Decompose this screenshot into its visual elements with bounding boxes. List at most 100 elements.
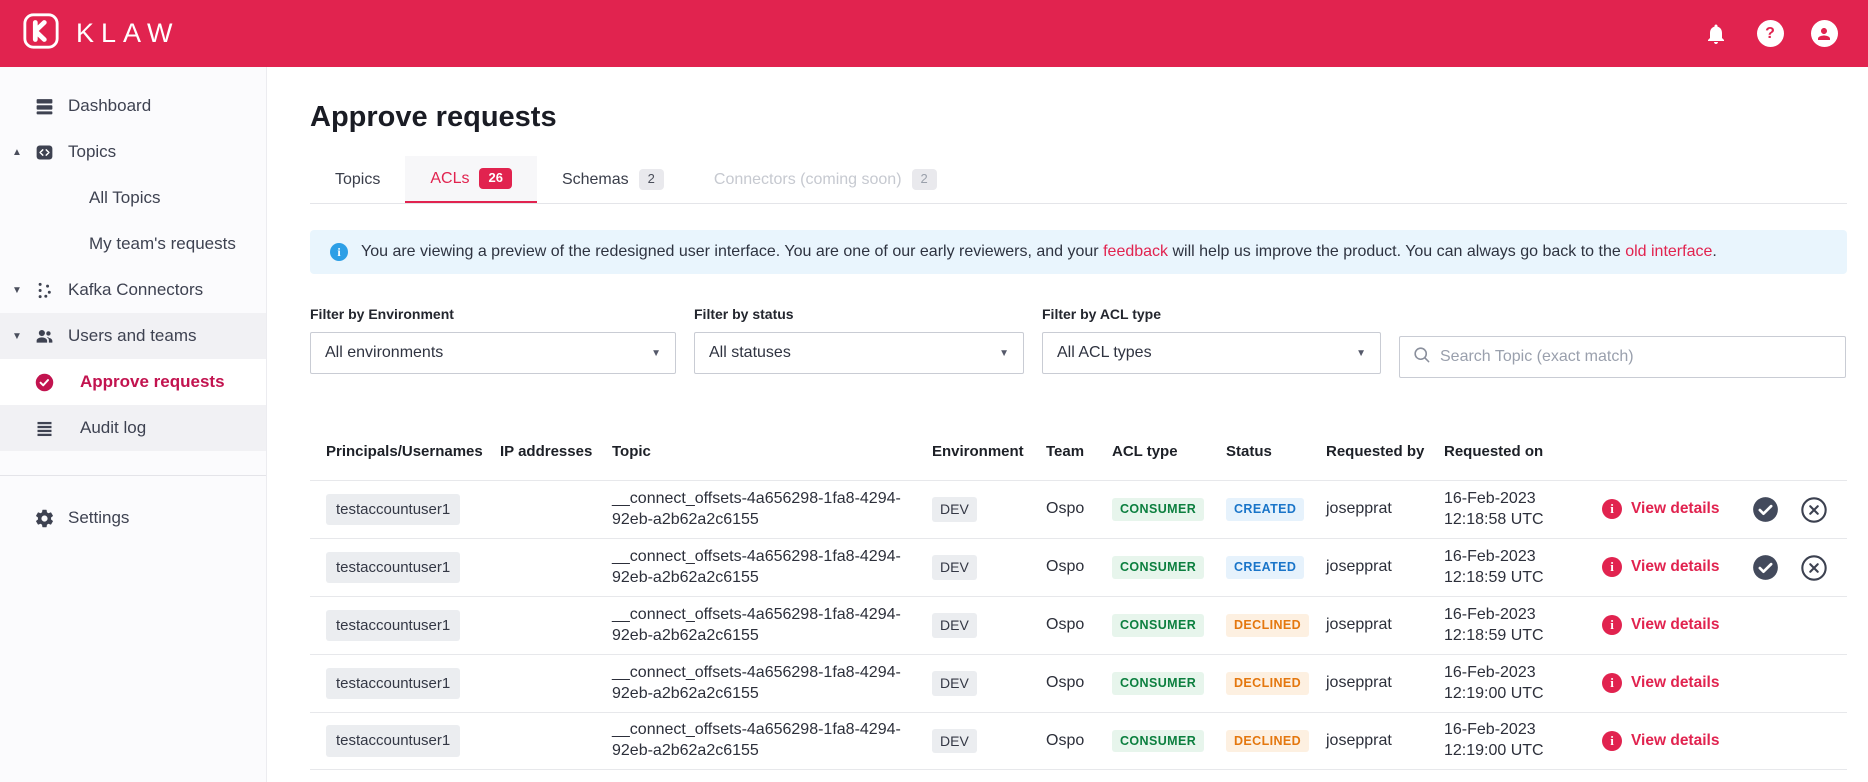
status-select[interactable]: All statuses ▼ (694, 332, 1024, 374)
topic-cell: __connect_offsets-4a656298-1fa8-4294-92e… (612, 489, 901, 528)
sidebar-item-users-and-teams[interactable]: ▼ Users and teams (12, 325, 197, 347)
connectors-icon (34, 279, 60, 301)
status-chip: CREATED (1226, 556, 1305, 579)
requested-by-cell: josepprat (1326, 616, 1392, 634)
old-interface-link[interactable]: old interface (1625, 243, 1713, 260)
view-details-link[interactable]: i View details (1602, 730, 1736, 751)
view-details-link[interactable]: i View details (1602, 615, 1736, 636)
acl-type-chip: CONSUMER (1112, 729, 1205, 753)
details-info-icon: i (1602, 557, 1622, 578)
chevron-down-icon: ▼ (999, 347, 1009, 359)
sidebar-item-approve-requests[interactable]: Approve requests (0, 359, 266, 405)
filter-status: Filter by status All statuses ▼ (694, 306, 1024, 378)
feedback-link[interactable]: feedback (1103, 243, 1169, 260)
ip-addresses-cell (500, 562, 612, 574)
view-details-link[interactable]: i View details (1602, 673, 1736, 694)
requested-on-cell: 16-Feb-2023 12:18:59 UTC (1444, 547, 1544, 586)
tab-acls[interactable]: ACLs 26 (405, 156, 537, 203)
environment-chip: DEV (932, 613, 977, 638)
ip-addresses-cell (500, 735, 612, 747)
info-icon: i (330, 243, 348, 261)
sidebar-item-dashboard[interactable]: Dashboard (0, 83, 266, 129)
principal-chip: testaccountuser1 (326, 609, 461, 642)
gear-icon (34, 507, 60, 529)
status-chip: DECLINED (1226, 672, 1310, 695)
search-input[interactable] (1440, 348, 1833, 366)
team-cell: Ospo (1046, 731, 1085, 749)
requested-on-cell: 16-Feb-2023 12:18:59 UTC (1444, 605, 1544, 644)
team-cell: Ospo (1046, 616, 1085, 634)
topic-cell: __connect_offsets-4a656298-1fa8-4294-92e… (612, 721, 901, 759)
team-cell: Ospo (1046, 674, 1085, 692)
collapse-arrow-icon[interactable]: ▲ (12, 146, 22, 158)
notifications-bell-icon[interactable] (1702, 20, 1730, 48)
principal-chip: testaccountuser1 (326, 493, 461, 526)
view-details-link[interactable]: i View details (1602, 499, 1736, 520)
sidebar-item-topics[interactable]: ▲ Topics (12, 141, 117, 163)
ip-addresses-cell (500, 678, 612, 690)
search-icon (1412, 345, 1431, 369)
acls-count-badge: 26 (479, 168, 512, 189)
expand-arrow-icon[interactable]: ▼ (12, 330, 22, 342)
topics-icon (34, 141, 60, 163)
requested-on-cell: 16-Feb-2023 12:19:00 UTC (1444, 721, 1544, 759)
brand-logo[interactable]: KLAW (22, 12, 180, 55)
approve-request-button[interactable] (1752, 496, 1779, 523)
acl-type-chip: CONSUMER (1112, 556, 1205, 579)
decline-request-button[interactable] (1800, 496, 1828, 524)
filter-environment-label: Filter by Environment (310, 306, 454, 322)
topic-cell: __connect_offsets-4a656298-1fa8-4294-92e… (612, 605, 901, 644)
table-row: testaccountuser1 __connect_offsets-4a656… (310, 538, 1847, 596)
tab-schemas[interactable]: Schemas 2 (537, 156, 689, 203)
requested-by-cell: josepprat (1326, 674, 1392, 692)
sidebar-item-audit-log[interactable]: Audit log (0, 405, 266, 451)
chevron-down-icon: ▼ (651, 347, 661, 359)
sidebar-divider (0, 475, 266, 476)
status-chip: DECLINED (1226, 729, 1310, 753)
environment-chip: DEV (932, 671, 977, 696)
tab-connectors: Connectors (coming soon) 2 (689, 156, 962, 203)
page-title: Approve requests (310, 101, 557, 133)
sidebar-item-kafka-connectors[interactable]: ▼ Kafka Connectors (12, 279, 204, 301)
topic-search (1399, 336, 1846, 378)
acl-type-select[interactable]: All ACL types ▼ (1042, 332, 1381, 374)
table-row: testaccountuser1 __connect_offsets-4a656… (310, 712, 1847, 770)
database-icon (34, 95, 60, 117)
sidebar-item-all-topics[interactable]: All Topics (89, 188, 161, 207)
ip-addresses-cell (500, 620, 612, 632)
approve-request-button[interactable] (1752, 554, 1779, 581)
environment-chip: DEV (932, 728, 977, 754)
requested-on-cell: 16-Feb-2023 12:19:00 UTC (1444, 663, 1544, 702)
help-icon[interactable]: ? (1756, 20, 1784, 48)
sidebar-item-settings[interactable]: Settings (0, 495, 266, 541)
team-cell: Ospo (1046, 500, 1085, 518)
sidebar-item-my-teams-requests[interactable]: My team's requests (89, 234, 236, 253)
filter-environment: Filter by Environment All environments ▼ (310, 306, 676, 378)
profile-icon[interactable] (1810, 20, 1838, 48)
tab-topics[interactable]: Topics (335, 170, 381, 188)
sidebar: Dashboard ▲ Topics All Topics My team's … (0, 67, 267, 782)
principal-chip: testaccountuser1 (326, 725, 461, 757)
decline-request-button[interactable] (1800, 554, 1828, 582)
expand-arrow-icon[interactable]: ▼ (12, 284, 22, 296)
brand-name: KLAW (76, 18, 180, 48)
topic-cell: __connect_offsets-4a656298-1fa8-4294-92e… (612, 547, 901, 586)
preview-info-banner: i You are viewing a preview of the redes… (310, 230, 1847, 274)
filter-acl-type: Filter by ACL type All ACL types ▼ (1042, 306, 1381, 378)
details-info-icon: i (1602, 673, 1622, 694)
view-details-link[interactable]: i View details (1602, 557, 1736, 578)
status-chip: DECLINED (1226, 614, 1310, 637)
details-info-icon: i (1602, 730, 1622, 751)
principal-chip: testaccountuser1 (326, 667, 461, 700)
requested-by-cell: josepprat (1326, 500, 1392, 518)
requested-by-cell: josepprat (1326, 731, 1392, 749)
check-circle-icon (34, 371, 60, 393)
acl-requests-table: Principals/Usernames IP addresses Topic … (310, 424, 1847, 770)
filters-bar: Filter by Environment All environments ▼… (310, 306, 1847, 378)
details-info-icon: i (1602, 499, 1622, 520)
users-icon (34, 325, 60, 347)
details-info-icon: i (1602, 615, 1622, 636)
environment-select[interactable]: All environments ▼ (310, 332, 676, 374)
environment-chip: DEV (932, 497, 977, 522)
klaw-logo-icon (22, 12, 60, 55)
